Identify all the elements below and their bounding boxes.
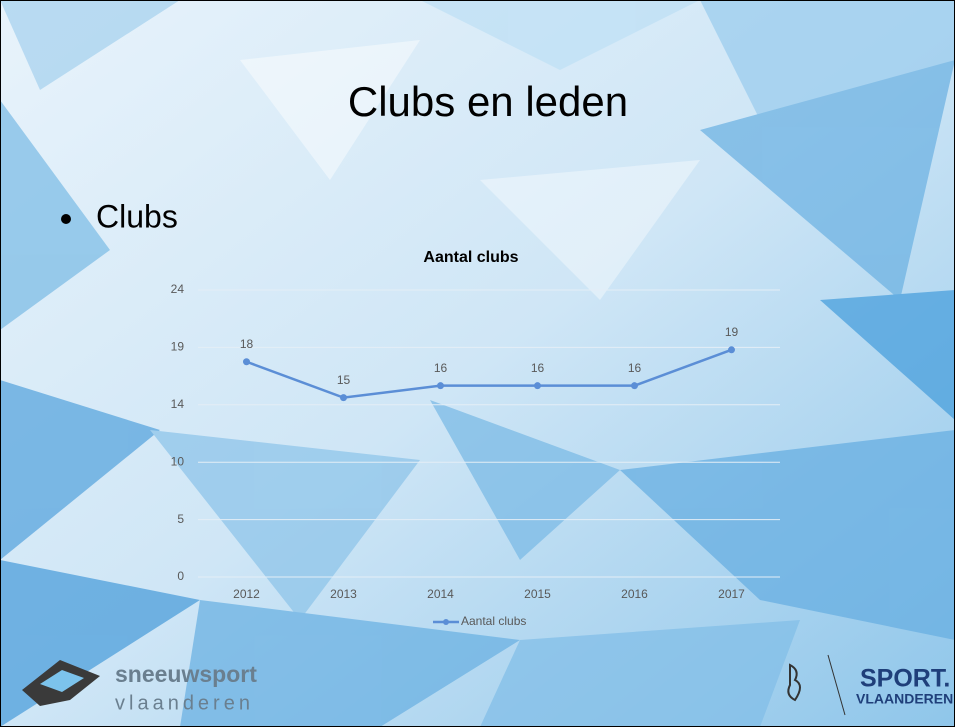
- data-label: 16: [434, 361, 448, 375]
- legend-label: Aantal clubs: [461, 614, 526, 628]
- y-tick-label: 10: [171, 454, 185, 468]
- data-point: [437, 382, 444, 390]
- x-tick-label: 2015: [524, 587, 551, 601]
- series-line: [246, 348, 732, 399]
- y-tick-label: 24: [171, 282, 185, 296]
- data-point: [243, 358, 250, 366]
- data-point: [340, 394, 347, 402]
- bullet-dot: [61, 214, 71, 224]
- right-logo: SPORT. VLAANDEREN: [787, 654, 953, 716]
- data-label: 18: [240, 337, 254, 351]
- data-label: 16: [531, 361, 545, 375]
- data-label: 15: [337, 373, 351, 387]
- y-tick-label: 19: [171, 340, 185, 354]
- chart-title: Aantal clubs: [423, 249, 518, 266]
- left-logo: sneeuwsport vlaanderen: [22, 660, 257, 714]
- legend-marker: [443, 619, 449, 625]
- bullet-text: Clubs: [96, 198, 178, 234]
- x-tick-label: 2017: [718, 587, 745, 601]
- y-tick-label: 14: [171, 397, 185, 411]
- x-tick-label: 2013: [330, 587, 357, 601]
- logo-text: SPORT.: [860, 665, 950, 693]
- y-tick-label: 5: [177, 512, 184, 526]
- data-point: [534, 382, 541, 390]
- x-tick-label: 2014: [427, 587, 454, 601]
- data-point: [631, 382, 638, 390]
- logo-text: sneeuwsport: [115, 661, 257, 687]
- y-tick-label: 0: [177, 569, 184, 583]
- logo-text: VLAANDEREN: [856, 691, 953, 707]
- x-tick-label: 2016: [621, 587, 648, 601]
- data-point: [728, 346, 735, 354]
- data-label: 19: [725, 325, 739, 339]
- x-tick-label: 2012: [233, 587, 260, 601]
- logo-text: vlaanderen: [115, 692, 254, 714]
- data-label: 16: [628, 361, 642, 375]
- slide-title: Clubs en leden: [348, 78, 628, 125]
